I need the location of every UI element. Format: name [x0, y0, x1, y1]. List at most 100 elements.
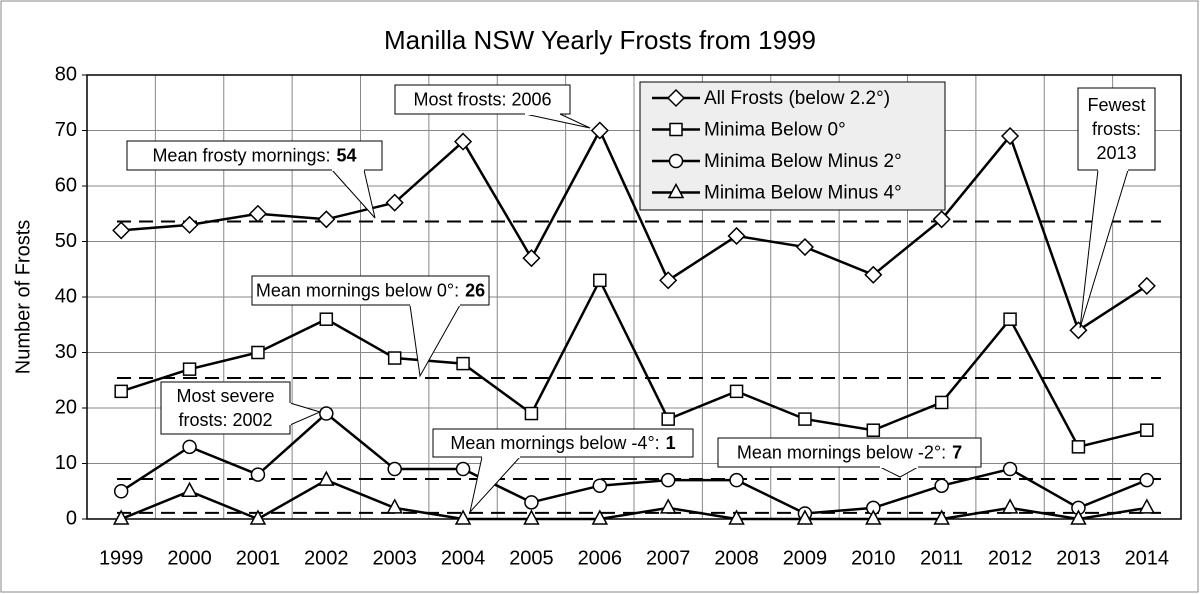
y-tick-label: 30: [55, 341, 77, 363]
marker: [593, 273, 607, 288]
marker: [659, 498, 677, 514]
marker: [385, 193, 404, 212]
marker: [249, 509, 267, 525]
marker: [933, 509, 950, 525]
marker: [251, 345, 265, 360]
marker: [864, 265, 883, 284]
legend-marker: [667, 182, 685, 199]
marker: [1138, 498, 1156, 514]
legend-label: All Frosts (below 2.2°): [704, 88, 890, 109]
y-tick-label: 0: [66, 507, 77, 529]
marker: [182, 362, 197, 376]
marker: [456, 356, 470, 371]
legend-label: Minima Below Minus 4°: [704, 183, 902, 204]
x-tick-label: 2008: [714, 547, 759, 569]
annotation: frosts: 2002: [178, 410, 272, 430]
marker: [522, 249, 541, 268]
mean-annotation-text: Mean mornings below -4°:: [450, 433, 659, 453]
marker: [1001, 126, 1020, 146]
mean-annotation-value: 26: [465, 280, 485, 300]
callout-box: [432, 428, 694, 458]
marker: [727, 226, 746, 246]
callout-box: [126, 140, 383, 171]
marker: [1139, 472, 1155, 488]
marker: [729, 384, 744, 399]
marker: [524, 495, 539, 510]
plot-border: [86, 74, 1182, 520]
annotation: Most severe: [176, 386, 274, 406]
marker: [659, 271, 678, 290]
x-tick-label: 1999: [99, 547, 144, 569]
marker: [250, 467, 266, 482]
mean-annotation-value: 7: [952, 442, 962, 462]
y-tick-label: 50: [55, 230, 77, 252]
marker: [591, 509, 609, 525]
x-tick-label: 2013: [1056, 547, 1101, 569]
marker: [729, 472, 744, 488]
series-line: [120, 478, 1148, 521]
mean-annotation: Mean mornings below 0°: 26: [256, 280, 485, 300]
marker: [114, 384, 128, 399]
x-tick-label: 2009: [783, 547, 828, 569]
marker: [798, 412, 812, 426]
mean-annotation-value: 1: [666, 433, 676, 453]
mean-annotation-text: Mean mornings below -2°:: [737, 442, 946, 462]
legend-marker: [666, 88, 686, 108]
marker: [387, 351, 402, 365]
series-line: [121, 127, 1148, 333]
marker: [318, 470, 335, 486]
y-tick-label: 40: [55, 285, 77, 307]
marker: [660, 472, 676, 488]
y-tick-label: 10: [55, 452, 77, 474]
x-tick-label: 2006: [578, 547, 623, 569]
x-tick-label: 2001: [236, 547, 281, 569]
callout-box: [394, 84, 571, 115]
x-tick-label: 2005: [509, 547, 554, 569]
y-tick-label: 20: [55, 396, 77, 418]
marker: [796, 509, 814, 525]
marker: [113, 484, 129, 499]
marker: [592, 478, 608, 493]
legend-box: [639, 81, 946, 211]
annotation: Most frosts: 2006: [413, 89, 551, 109]
mean-annotation: Mean mornings below -2°: 7: [737, 442, 962, 462]
x-tick-label: 2000: [167, 547, 212, 569]
y-axis-label: Number of Frosts: [12, 220, 34, 374]
marker: [319, 406, 334, 421]
marker: [523, 509, 540, 525]
x-tick-label: 2002: [304, 547, 349, 569]
annotation: Fewest: [1087, 95, 1145, 115]
marker: [112, 221, 131, 240]
marker: [661, 412, 675, 426]
marker: [454, 132, 473, 151]
marker: [112, 509, 130, 525]
marker: [934, 478, 949, 493]
marker: [866, 423, 881, 437]
marker: [1003, 312, 1017, 326]
mean-annotation-text: Mean mornings below 0°:: [256, 280, 459, 300]
legend-label: Minima Below Minus 2°: [704, 151, 902, 172]
x-tick-label: 2010: [851, 547, 896, 569]
x-tick-label: 2014: [1125, 547, 1170, 569]
marker: [1070, 509, 1087, 525]
marker: [386, 498, 403, 514]
y-tick-label: 80: [55, 63, 77, 85]
marker: [319, 312, 334, 326]
marker: [455, 461, 471, 477]
series-line: [120, 277, 1148, 449]
mean-annotation: Mean mornings below -4°: 1: [450, 433, 675, 453]
marker: [728, 509, 745, 525]
marker: [1140, 423, 1154, 437]
x-tick-label: 2012: [988, 547, 1033, 569]
mean-annotation: Mean frosty mornings: 54: [152, 145, 356, 165]
mean-annotation-text: Mean frosty mornings:: [152, 145, 330, 165]
marker: [181, 481, 198, 497]
marker: [1001, 498, 1019, 514]
marker: [1071, 440, 1086, 454]
legend-marker: [669, 122, 683, 137]
marker: [590, 121, 609, 140]
marker: [1002, 461, 1018, 477]
marker: [865, 509, 882, 525]
marker: [524, 406, 539, 421]
